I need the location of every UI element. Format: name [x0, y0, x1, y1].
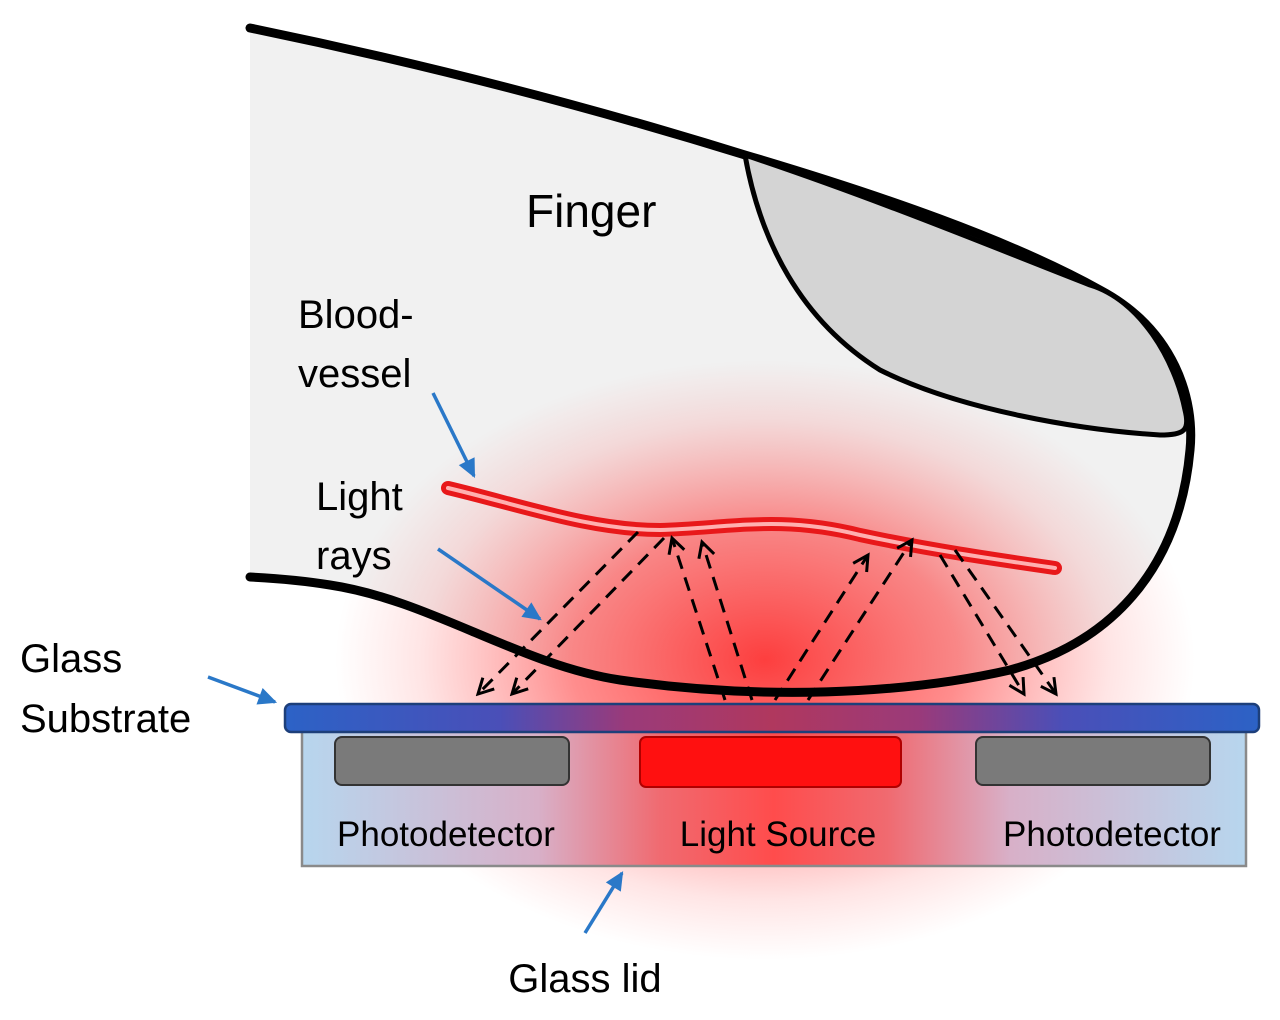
light-rays-label-line1: Light: [316, 475, 403, 519]
blood-vessel-pointer-arrow: [431, 392, 476, 478]
light-ray: [938, 554, 1024, 694]
light-rays: [478, 530, 1056, 701]
photodetector-right-block: [975, 736, 1211, 786]
light-rays-label-line2: rays: [316, 534, 392, 578]
light-ray: [672, 538, 727, 701]
light-ray: [478, 530, 640, 694]
glass-substrate-pointer-arrow: [207, 675, 278, 705]
photodetector-left-label: Photodetector: [337, 815, 555, 854]
light-ray: [806, 540, 912, 701]
blood-vessel-label-line2: vessel: [298, 352, 411, 396]
glass-lid-label: Glass lid: [508, 957, 661, 1001]
glass-lid-pointer-arrow: [583, 871, 624, 934]
light-source-block: [639, 736, 902, 788]
pointer-arrows: [207, 392, 624, 934]
light-glow: [335, 360, 1195, 960]
light-source-label: Light Source: [680, 815, 877, 854]
photodetector-right-label: Photodetector: [1003, 815, 1221, 854]
blood-vessel: [441, 481, 1062, 575]
fingernail: [742, 152, 1190, 438]
glass-substrate: [283, 702, 1261, 734]
light-ray: [702, 542, 754, 701]
blood-vessel-label-line1: Blood-: [298, 293, 414, 337]
light-ray: [953, 549, 1056, 694]
finger-label: Finger: [526, 185, 656, 237]
light-ray: [773, 555, 868, 701]
finger-outline: [245, 23, 1196, 697]
light-rays-pointer-arrow: [437, 547, 542, 621]
glass-substrate-label-line2: Substrate: [20, 697, 191, 741]
photodetector-left-block: [334, 736, 570, 786]
light-ray: [512, 536, 666, 694]
glass-substrate-label-line1: Glass: [20, 637, 122, 681]
